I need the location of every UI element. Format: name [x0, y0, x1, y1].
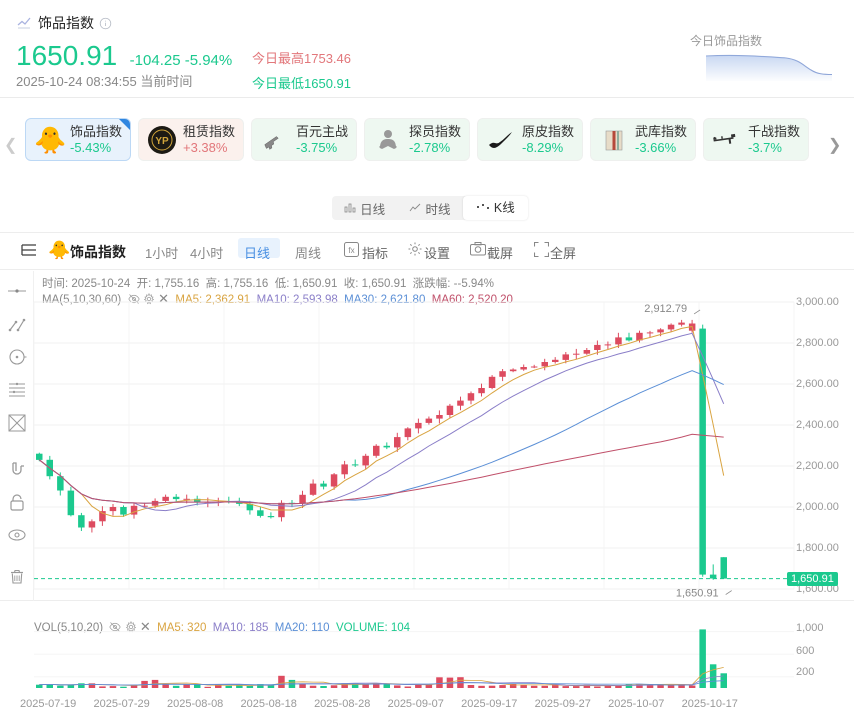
svg-text:2,912.79: 2,912.79 [644, 303, 687, 315]
svg-text:1,650.91: 1,650.91 [676, 588, 719, 600]
svg-text:YP: YP [155, 136, 169, 147]
svg-text:fx: fx [348, 246, 354, 255]
